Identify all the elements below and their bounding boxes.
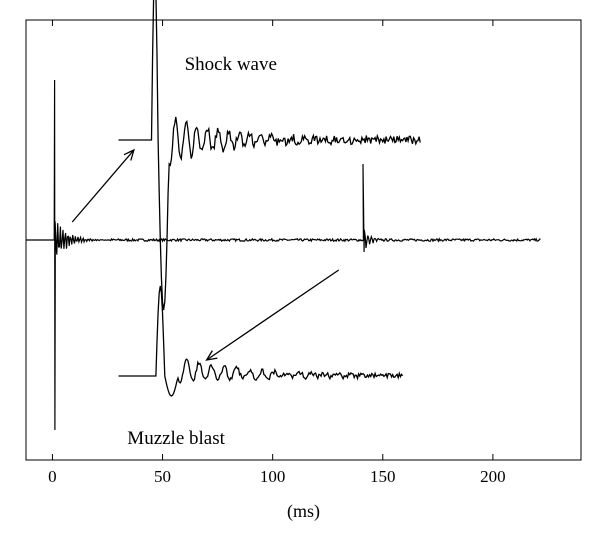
annotation-muzzle-blast: Muzzle blast — [127, 428, 225, 449]
x-tick-label-150: 150 — [370, 467, 396, 486]
x-axis-ticks: 0 50 100 150 200 — [48, 20, 506, 486]
arrow-to-muzzle-blast-head — [205, 350, 218, 361]
x-tick-label-100: 100 — [260, 467, 286, 486]
x-tick-label-50: 50 — [154, 467, 171, 486]
arrow-to-shock-wave-shaft — [71, 149, 135, 223]
muzzle-blast-inset-trace — [118, 285, 404, 397]
traces — [26, 0, 541, 431]
annotation-arrows — [71, 148, 340, 361]
text-labels: Shock wave Muzzle blast (ms) — [127, 54, 320, 522]
x-axis-label: (ms) — [287, 501, 320, 522]
shock-wave-inset-trace — [118, 0, 421, 311]
main-trace-line — [26, 79, 541, 431]
x-tick-label-200: 200 — [480, 467, 506, 486]
arrow-to-muzzle-blast-shaft — [206, 269, 340, 361]
arrow-to-shock-wave-head — [123, 148, 135, 161]
annotation-shock-wave: Shock wave — [185, 54, 277, 75]
x-tick-label-0: 0 — [48, 467, 57, 486]
